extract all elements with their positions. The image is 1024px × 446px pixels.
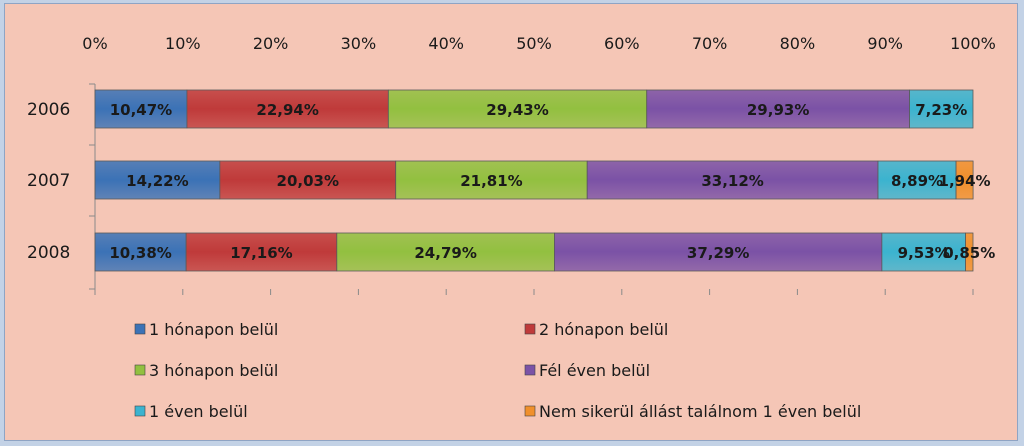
x-tick-label: 90% bbox=[867, 34, 903, 53]
x-tick-label: 80% bbox=[780, 34, 816, 53]
data-label: 24,79% bbox=[414, 244, 476, 262]
category-label: 2006 bbox=[27, 100, 70, 120]
bar-segment bbox=[395, 160, 588, 200]
legend-swatch bbox=[134, 405, 146, 417]
data-label: 22,94% bbox=[256, 101, 318, 119]
data-label: 10,47% bbox=[110, 101, 172, 119]
legend-swatch bbox=[134, 364, 146, 376]
bar-segment bbox=[955, 160, 974, 200]
x-tick-label: 20% bbox=[253, 34, 289, 53]
data-label: 0,85% bbox=[943, 244, 995, 262]
bar-segment bbox=[877, 160, 957, 200]
bar-segment bbox=[646, 89, 910, 129]
data-label: 10,38% bbox=[109, 244, 171, 262]
bar-segment bbox=[219, 160, 397, 200]
data-label: 1,94% bbox=[939, 172, 991, 190]
legend-label: 1 éven belül bbox=[149, 402, 248, 421]
data-label: 14,22% bbox=[126, 172, 188, 190]
chart-frame: 0% 10% 20% 30% 40% 50% 60% 70% 80% 90% 100% 2006 200… bbox=[4, 3, 1018, 441]
legend-swatch bbox=[524, 364, 536, 376]
legend-swatch bbox=[524, 405, 536, 417]
x-tick-label: 70% bbox=[692, 34, 728, 53]
bar-segment bbox=[94, 89, 188, 129]
x-tick-label: 100% bbox=[950, 34, 996, 53]
x-tick-label: 60% bbox=[604, 34, 640, 53]
x-tick-label: 0% bbox=[82, 34, 107, 53]
bar-segment bbox=[186, 89, 389, 129]
data-label: 37,29% bbox=[687, 244, 749, 262]
data-label: 9,53% bbox=[898, 244, 950, 262]
data-label: 21,81% bbox=[460, 172, 522, 190]
data-label: 7,23% bbox=[915, 101, 967, 119]
legend-label: Nem sikerül állást találnom 1 éven belül bbox=[539, 402, 861, 421]
legend-swatch bbox=[524, 323, 536, 335]
bar-segment bbox=[94, 232, 187, 272]
legend-label: Fél éven belül bbox=[539, 361, 650, 380]
category-label: 2007 bbox=[27, 171, 70, 191]
bar-segment bbox=[554, 232, 883, 272]
x-tick-label: 50% bbox=[516, 34, 552, 53]
bar-segment bbox=[586, 160, 879, 200]
stacked-bar-chart: 0% 10% 20% 30% 40% 50% 60% 70% 80% 90% 100% 2006 200… bbox=[27, 34, 996, 421]
data-label: 17,16% bbox=[230, 244, 292, 262]
data-label: 29,43% bbox=[486, 101, 548, 119]
data-label: 20,03% bbox=[277, 172, 339, 190]
bar-segment bbox=[881, 232, 966, 272]
legend-label: 3 hónapon belül bbox=[149, 361, 278, 380]
data-label: 8,89% bbox=[891, 172, 943, 190]
bar-segment bbox=[94, 160, 221, 200]
bar-segment bbox=[965, 232, 974, 272]
x-tick-label: 40% bbox=[428, 34, 464, 53]
legend-label: 1 hónapon belül bbox=[149, 320, 278, 339]
legend-label: 2 hónapon belül bbox=[539, 320, 668, 339]
bar-segment bbox=[387, 89, 648, 129]
data-label: 33,12% bbox=[701, 172, 763, 190]
x-tick-label: 10% bbox=[165, 34, 201, 53]
legend-swatch bbox=[134, 323, 146, 335]
category-label: 2008 bbox=[27, 243, 70, 263]
bar-segment bbox=[909, 89, 974, 129]
x-tick-label: 30% bbox=[341, 34, 377, 53]
data-label: 29,93% bbox=[747, 101, 809, 119]
